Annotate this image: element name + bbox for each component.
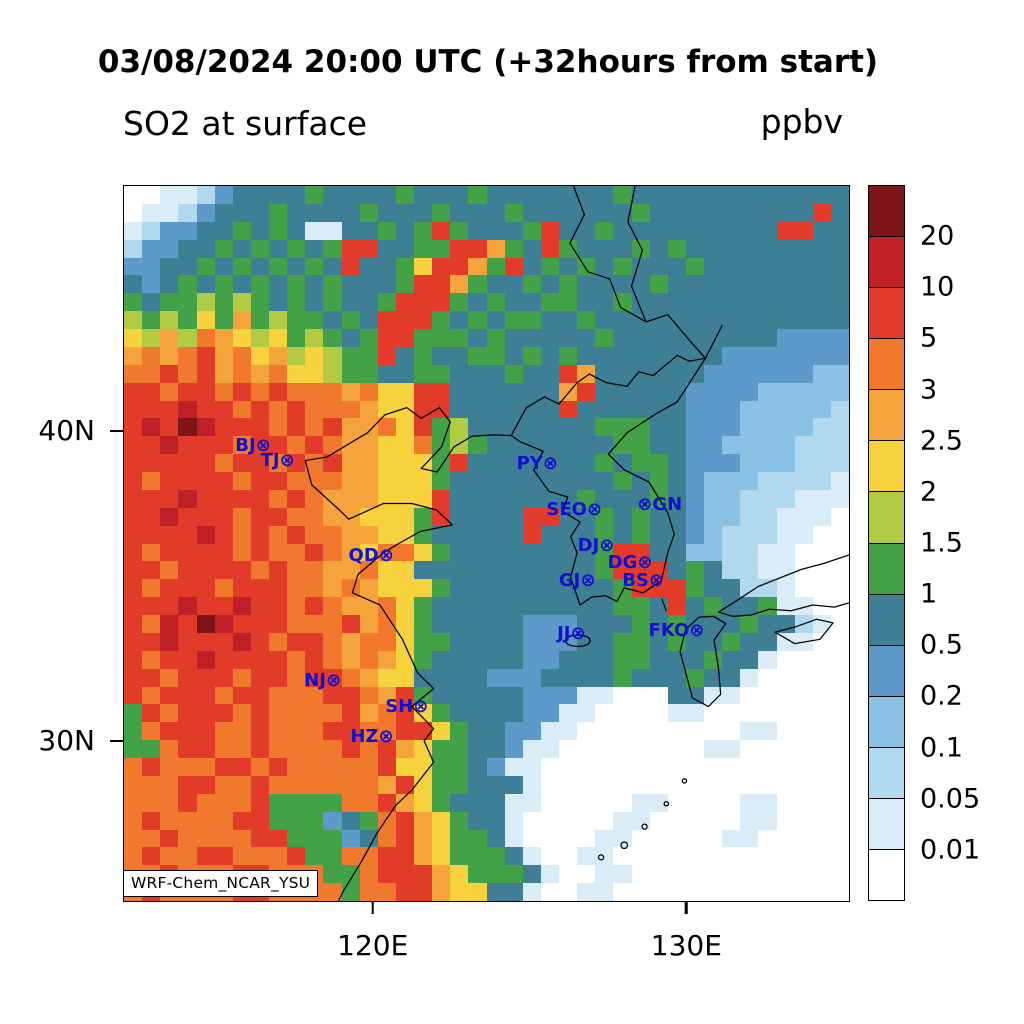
- coastline-svg: [124, 186, 849, 901]
- y-axis-tick: [110, 429, 123, 433]
- island-ryukyu: [599, 855, 604, 860]
- city-marker-sh: SH⊗: [385, 695, 429, 717]
- model-label: WRF-Chem_NCAR_YSU: [123, 870, 319, 897]
- colorbar-band: [869, 850, 904, 901]
- marker-layer: BJ⊗ TJ⊗ PY⊗ SEO⊗ ⊗GN QD⊗ DJ⊗ DG⊗ GJ⊗ BS⊗ JJ⊗ FKO⊗ NJ…: [124, 186, 849, 901]
- border-yalu: [511, 355, 705, 435]
- city-marker-bs: BS⊗: [622, 570, 664, 592]
- variable-label: SO2 at surface: [123, 104, 368, 143]
- colorbar: [868, 185, 905, 901]
- island-ryukyu: [621, 842, 628, 848]
- city-marker-hz: HZ⊗: [350, 725, 394, 747]
- island-ryukyu: [642, 824, 647, 829]
- x-axis-tick: [685, 901, 688, 914]
- city-marker-bj: BJ⊗: [235, 435, 271, 457]
- island-ryukyu: [664, 802, 668, 806]
- colorbar-band: [869, 237, 904, 289]
- x-axis-label: 120E: [337, 929, 409, 962]
- coastline-china: [305, 433, 452, 901]
- city-marker-qd: QD⊗: [348, 545, 394, 567]
- colorbar-label: 1: [920, 578, 938, 610]
- colorbar-bands: [868, 185, 905, 901]
- y-axis: 40N 30N: [0, 185, 123, 901]
- city-marker-tj: TJ⊗: [260, 450, 295, 472]
- colorbar-label: 0.1: [920, 732, 963, 764]
- colorbar-label: 2.5: [920, 425, 963, 457]
- coastline-shikoku: [775, 619, 833, 643]
- colorbar-band: [869, 339, 904, 391]
- heatmap-grid: [124, 186, 849, 901]
- coastline-honshu: [719, 555, 850, 616]
- coastline-liaodong: [368, 408, 512, 472]
- colorbar-label: 20: [920, 220, 955, 252]
- colorbar-label: 0.05: [920, 783, 981, 815]
- city-marker-nj: NJ⊗: [304, 670, 342, 692]
- colorbar-label: 5: [920, 322, 938, 354]
- colorbar-band: [869, 696, 904, 748]
- units-label: ppbv: [760, 102, 843, 141]
- x-axis-label: 130E: [650, 929, 722, 962]
- colorbar-label: 3: [920, 374, 938, 406]
- y-axis-label: 30N: [38, 723, 95, 757]
- city-marker-gn: ⊗GN: [637, 493, 683, 515]
- colorbar-label: 0.2: [920, 680, 963, 712]
- colorbar-label: 0.5: [920, 629, 963, 661]
- colorbar-band: [869, 594, 904, 646]
- coastline-korea: [511, 325, 722, 605]
- colorbar-label: 2: [920, 476, 938, 508]
- colorbar-band: [869, 492, 904, 544]
- city-marker-jj: JJ⊗: [557, 623, 586, 645]
- city-marker-gj: GJ⊗: [558, 570, 596, 592]
- colorbar-label: 0.01: [920, 834, 981, 866]
- city-marker-dj: DJ⊗: [577, 535, 615, 557]
- y-axis-tick: [110, 739, 123, 743]
- city-marker-fko: FKO⊗: [648, 620, 705, 642]
- island-tsushima: [662, 599, 666, 610]
- colorbar-band: [869, 441, 904, 493]
- x-axis: 120E 130E: [123, 901, 849, 981]
- city-marker-py: PY⊗: [516, 453, 558, 475]
- colorbar-band: [869, 645, 904, 697]
- city-marker-seo: SEO⊗: [546, 498, 603, 520]
- coastline-kyushu: [680, 616, 726, 706]
- y-axis-label: 40N: [38, 413, 95, 447]
- colorbar-band: [869, 288, 904, 340]
- colorbar-label: 1.5: [920, 527, 963, 559]
- colorbar-band: [869, 390, 904, 442]
- x-axis-tick: [371, 901, 375, 914]
- border-northeast: [570, 186, 706, 358]
- city-marker-dg: DG⊗: [607, 551, 653, 573]
- figure-title: 03/08/2024 20:00 UTC (+32hours from star…: [97, 44, 879, 80]
- colorbar-label: 10: [920, 271, 955, 303]
- colorbar-labels: 20 10 5 3 2.5 2 1.5 1 0.5 0.2 0.1 0.05 0.01: [868, 185, 998, 901]
- colorbar-band: [869, 543, 904, 595]
- colorbar-band: [869, 798, 904, 851]
- island-ryukyu: [682, 779, 686, 783]
- colorbar-band: [869, 186, 904, 238]
- map-frame: BJ⊗ TJ⊗ PY⊗ SEO⊗ ⊗GN QD⊗ DJ⊗ DG⊗ GJ⊗ BS⊗ JJ⊗ FKO⊗ NJ…: [123, 185, 850, 902]
- colorbar-band: [869, 747, 904, 799]
- island-jeju: [566, 635, 591, 646]
